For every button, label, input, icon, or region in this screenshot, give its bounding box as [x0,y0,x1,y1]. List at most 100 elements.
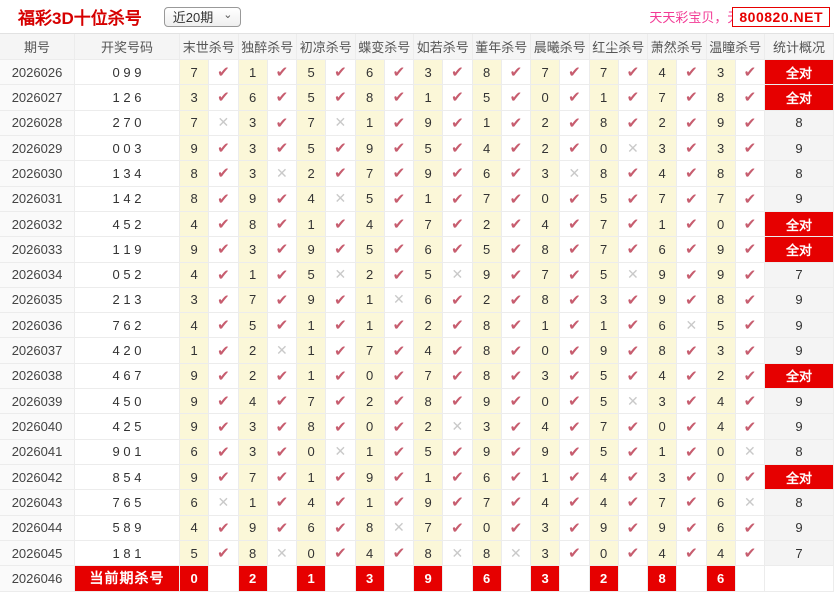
stat-cell: 8 [765,439,834,465]
draw-number-cell: 1 4 2 [75,186,180,212]
kill-number-cell: 9 [180,237,210,263]
kill-number-cell: 7 [531,262,561,288]
check-icon: ✔ [209,465,239,491]
kill-number-cell: 3 [531,363,561,390]
check-icon: ✔ [384,414,414,440]
check-icon: ✔ [384,363,414,390]
kill-number-cell: 1 [238,490,268,516]
cross-icon: ✕ [735,490,765,516]
kill-number-cell: 1 [589,85,619,111]
kill-number-cell: 3 [238,135,268,162]
kill-number-cell: 8 [238,211,268,238]
draw-number-cell: 0 5 2 [75,262,180,288]
check-icon: ✔ [384,60,414,86]
check-icon: ✔ [677,262,707,288]
kill-number-cell: 5 [355,237,385,263]
kill-number-cell: 9 [297,237,327,263]
kill-number-cell: 1 [180,338,210,364]
check-icon: ✔ [618,540,648,567]
promo-site-link[interactable]: 800820.NET [732,6,830,27]
kill-number-cell: 6 [472,465,502,491]
cross-icon: ✕ [267,540,297,567]
stat-all-correct-badge: 全对 [765,85,834,111]
kill-number-cell: 3 [648,135,678,162]
kill-number-cell: 7 [180,110,210,136]
check-icon: ✔ [326,161,356,187]
kill-number-cell: 9 [297,287,327,314]
check-icon: ✔ [618,186,648,212]
cross-icon: ✕ [677,313,707,339]
draw-number-cell: 1 2 6 [75,85,180,111]
check-icon: ✔ [443,363,473,390]
check-icon: ✔ [384,135,414,162]
check-icon: ✔ [677,515,707,541]
kill-number-cell: 0 [355,414,385,440]
check-icon: ✔ [209,515,239,541]
promo-text: 天天彩宝贝，无 [649,10,741,25]
kill-number-cell: 8 [589,161,619,187]
check-icon: ✔ [267,60,297,86]
cross-icon: ✕ [326,110,356,136]
range-select[interactable]: 近20期 ⌄ [163,6,242,27]
cross-icon: ✕ [326,186,356,212]
check-icon: ✔ [618,515,648,541]
kill-number-cell: 8 [706,287,736,314]
check-icon: ✔ [326,211,356,238]
col-header-kill: 温瞳杀号 [706,34,765,60]
stat-cell: 8 [765,110,834,136]
kill-number-cell: 4 [648,363,678,390]
current-kill-label: 当前期杀号 [75,566,180,592]
check-icon: ✔ [443,313,473,339]
cross-icon: ✕ [443,262,473,288]
col-header-kill: 红尘杀号 [589,34,648,60]
kill-number-cell: 7 [414,515,444,541]
current-kill-number-cell: 8 [648,566,678,592]
kill-table: 期号 开奖号码 末世杀号 独醉杀号 初凉杀号 蝶变杀号 如若杀号 董年杀号 晨曦杀号 红尘杀号 萧然… [0,33,834,592]
kill-number-cell: 8 [531,287,561,314]
period-cell: 2026034 [0,262,75,288]
check-icon: ✔ [618,110,648,136]
kill-number-cell: 4 [706,540,736,567]
check-icon: ✔ [735,60,765,86]
kill-number-cell: 7 [355,338,385,364]
check-icon: ✔ [209,186,239,212]
empty-mark-cell [443,566,473,592]
check-icon: ✔ [384,85,414,111]
current-kill-number-cell: 9 [414,566,444,592]
kill-number-cell: 9 [180,135,210,162]
page-title: 福彩3D十位杀号 [18,9,142,28]
kill-number-cell: 3 [531,161,561,187]
kill-number-cell: 4 [238,389,268,415]
cross-icon: ✕ [618,389,648,415]
kill-number-cell: 1 [648,439,678,465]
kill-number-cell: 3 [706,338,736,364]
kill-number-cell: 1 [355,287,385,314]
check-icon: ✔ [618,237,648,263]
kill-number-cell: 2 [297,161,327,187]
check-icon: ✔ [443,60,473,86]
period-cell: 2026038 [0,363,75,390]
check-icon: ✔ [501,414,531,440]
check-icon: ✔ [560,85,590,111]
kill-number-cell: 0 [531,186,561,212]
check-icon: ✔ [501,237,531,263]
check-icon: ✔ [209,85,239,111]
check-icon: ✔ [209,211,239,238]
stat-all-correct-badge: 全对 [765,237,834,263]
check-icon: ✔ [384,161,414,187]
kill-number-cell: 1 [648,211,678,238]
stat-all-correct-badge: 全对 [765,465,834,491]
cross-icon: ✕ [443,540,473,567]
kill-number-cell: 5 [414,439,444,465]
kill-number-cell: 9 [355,465,385,491]
period-cell: 2026031 [0,186,75,212]
kill-number-cell: 4 [472,135,502,162]
kill-number-cell: 8 [414,540,444,567]
period-cell: 2026026 [0,60,75,86]
kill-number-cell: 3 [238,110,268,136]
kill-number-cell: 0 [472,515,502,541]
empty-mark-cell [677,566,707,592]
draw-number-cell: 2 1 3 [75,287,180,314]
check-icon: ✔ [618,211,648,238]
kill-number-cell: 9 [472,389,502,415]
